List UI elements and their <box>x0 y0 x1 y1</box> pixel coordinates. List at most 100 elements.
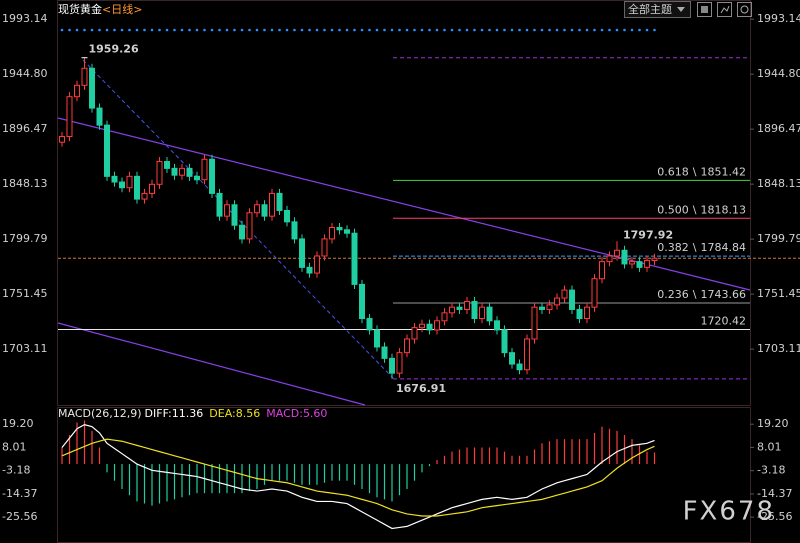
signal-dot <box>578 28 581 32</box>
candle-body <box>456 306 463 310</box>
candle-body <box>186 167 193 177</box>
signal-dot <box>203 28 206 32</box>
signal-dot <box>255 28 259 32</box>
candle-body <box>599 261 605 280</box>
signal-dot <box>555 28 559 32</box>
signal-dot <box>165 28 169 32</box>
candle-body <box>576 308 583 320</box>
macd-name: MACD: <box>266 407 303 420</box>
signal-dot <box>503 28 506 32</box>
y-tick-label: 1848.13 <box>757 177 800 190</box>
candle-body <box>516 363 523 371</box>
candle-body <box>314 255 320 274</box>
fib-label: 0.500 \ 1818.13 <box>657 203 746 216</box>
signal-dot <box>338 28 341 32</box>
candle-body <box>374 329 380 348</box>
icon-button[interactable] <box>717 2 732 17</box>
candle-body <box>434 320 440 331</box>
icon-button[interactable] <box>737 2 752 17</box>
candle-body <box>554 297 560 306</box>
candle-body <box>539 306 545 310</box>
signal-dot <box>458 28 461 32</box>
signal-dot <box>188 28 191 32</box>
signal-dot <box>173 28 176 32</box>
candle-body <box>644 260 650 268</box>
fib-separator: \ <box>693 241 697 254</box>
candle-body <box>629 261 635 265</box>
candle-body <box>111 175 118 183</box>
icon-button[interactable] <box>697 2 712 17</box>
y-tick-label: 1799.79 <box>757 232 800 245</box>
chart-title: 现货黄金<日线> <box>58 2 142 16</box>
signal-dot <box>473 28 476 32</box>
y-tick-label: 1944.80 <box>757 67 800 80</box>
macd-panel-border <box>57 407 751 543</box>
signal-dot <box>525 28 529 32</box>
candle-body <box>119 181 125 189</box>
support-label: 1720.42 <box>701 314 747 327</box>
fib-separator: \ <box>693 288 697 301</box>
macd-title: MACD(26,12,9) <box>58 407 142 420</box>
signal-dot <box>480 28 484 32</box>
candle-body <box>81 67 88 86</box>
icon <box>720 5 730 14</box>
candle-body <box>254 204 260 214</box>
period: <日线> <box>102 2 142 16</box>
signal-dot <box>420 28 424 32</box>
macd-tick-label: 19.20 <box>757 417 789 430</box>
signal-dot <box>345 28 349 32</box>
signal-dot <box>143 28 146 32</box>
diff-name: DIFF: <box>145 407 172 420</box>
theme-button[interactable] <box>624 1 691 18</box>
signal-dot <box>608 28 611 32</box>
signal-dot <box>428 28 431 32</box>
signal-dot <box>510 28 514 32</box>
candle-body <box>479 306 485 320</box>
dropdown-arrow[interactable] <box>677 7 685 12</box>
candle-body <box>299 238 305 268</box>
candle-body <box>366 318 373 331</box>
signal-dot <box>218 28 221 32</box>
candle-body <box>276 192 283 211</box>
signal-dot <box>330 28 334 32</box>
high-label: 1959.26 <box>89 43 139 56</box>
fib-value: 1851.42 <box>701 165 747 178</box>
signal-dot <box>233 28 236 32</box>
theme-button-label[interactable]: 全部主题 <box>628 2 672 16</box>
candle-body <box>359 283 365 320</box>
candle-body <box>89 67 95 109</box>
signal-dot <box>308 28 311 32</box>
candle-body <box>246 212 253 240</box>
y-tick-label: 1799.79 <box>2 232 48 245</box>
candle-body <box>194 175 200 181</box>
y-tick-label: 1896.47 <box>757 122 800 135</box>
fib-value: 1818.13 <box>701 203 747 216</box>
candle-body <box>501 329 508 354</box>
candle-body <box>486 306 493 322</box>
dea-name: DEA: <box>209 407 235 420</box>
candle-body <box>149 183 155 194</box>
signal-dot <box>128 28 131 32</box>
low-label: 1676.91 <box>396 382 446 395</box>
candle-body <box>261 204 268 217</box>
signal-dot <box>180 28 184 32</box>
candle-body <box>96 107 103 126</box>
signal-dot <box>68 28 71 32</box>
candle-body <box>509 352 515 365</box>
signal-dot <box>600 28 604 32</box>
candle-body <box>569 289 575 310</box>
macd-tick-label: -25.56 <box>2 510 37 523</box>
candle-body <box>321 238 328 257</box>
fib-anchor-line <box>82 59 394 379</box>
candle-body <box>329 227 335 240</box>
fib-ratio: 0.382 <box>657 241 689 254</box>
candle-body <box>284 209 290 223</box>
candle-body <box>494 320 500 331</box>
signal-dot <box>293 28 296 32</box>
candle-body <box>441 312 448 322</box>
macd-header: MACD(26,12,9) DIFF:11.36 DEA:8.56 MACD:5.60 <box>58 407 327 420</box>
candle-body <box>156 161 163 185</box>
candle-body <box>351 232 358 285</box>
macd-tick-label: -14.37 <box>2 487 37 500</box>
